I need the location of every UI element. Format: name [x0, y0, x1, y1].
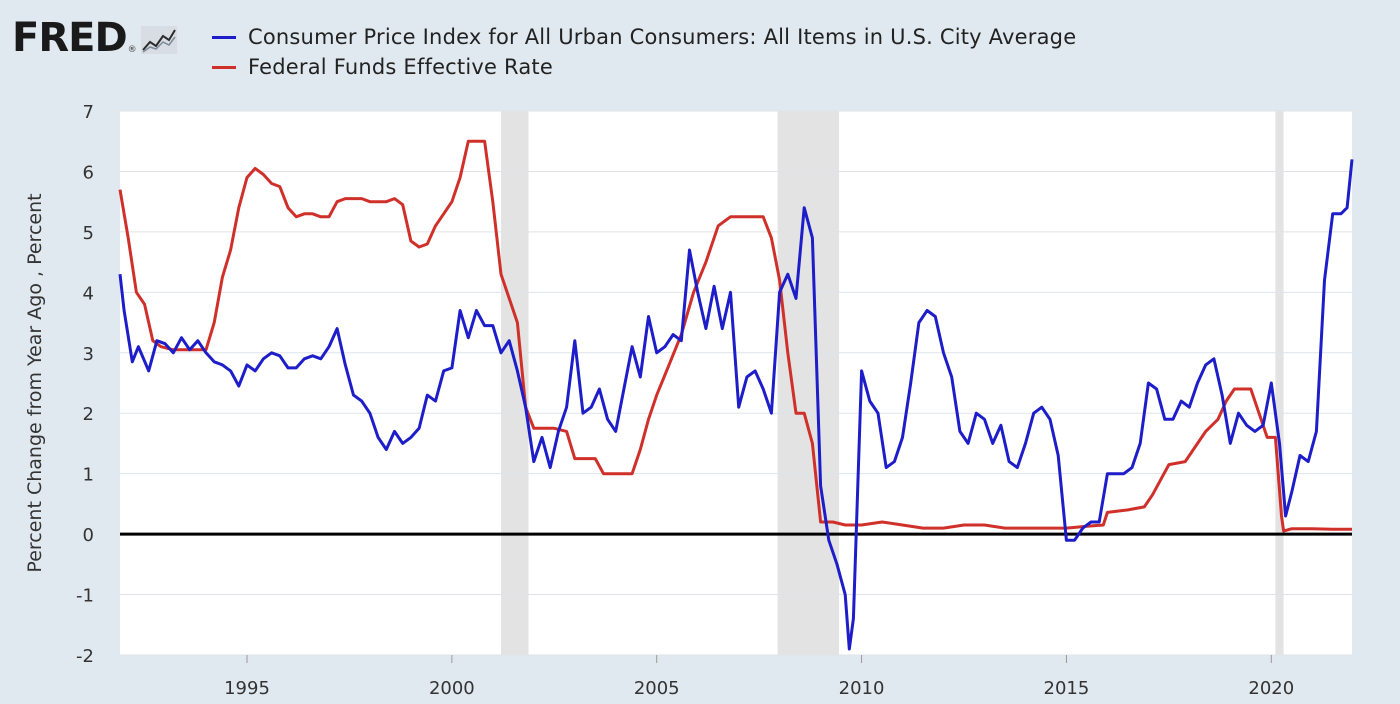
- y-tick-label: 6: [83, 162, 94, 183]
- registered-mark: ®: [127, 45, 137, 55]
- series-line-fed-funds[interactable]: [118, 139, 1352, 533]
- x-tick-label: 2020: [1248, 678, 1294, 699]
- legend-swatch-fed-funds: [212, 65, 236, 69]
- y-tick-label: 0: [83, 525, 94, 546]
- legend-label-cpi: Consumer Price Index for All Urban Consu…: [248, 25, 1077, 49]
- x-tick-label: 2000: [429, 678, 475, 699]
- recession-band-1: [777, 111, 840, 655]
- series-line-cpi[interactable]: [118, 159, 1354, 651]
- y-tick-label: 4: [83, 283, 94, 304]
- y-tick-label: 5: [83, 223, 94, 244]
- legend-label-fed-funds: Federal Funds Effective Rate: [248, 55, 553, 79]
- line-graph-icon: [140, 26, 177, 54]
- fred-logo[interactable]: FRED ®: [12, 18, 177, 58]
- x-tick-label: 2010: [839, 678, 885, 699]
- y-axis-label: Percent Change from Year Ago , Percent: [24, 193, 46, 572]
- legend-item-cpi[interactable]: Consumer Price Index for All Urban Consu…: [212, 25, 1076, 49]
- y-tick-label: 2: [83, 404, 94, 425]
- y-tick-label: -1: [76, 586, 94, 607]
- recession-band-2: [1275, 111, 1284, 655]
- x-tick-label: 2005: [634, 678, 680, 699]
- x-tick-label: 2015: [1044, 678, 1090, 699]
- x-tick-label: 1995: [224, 678, 270, 699]
- y-tick-label: 7: [83, 102, 94, 123]
- logo-text: FRED: [12, 15, 128, 61]
- y-tick-label: -2: [76, 646, 94, 667]
- y-tick-label: 1: [83, 465, 94, 486]
- legend-swatch-cpi: [212, 35, 236, 39]
- y-tick-label: 3: [83, 344, 94, 365]
- chart-header: FRED ® Consumer Price Index for All Urba…: [0, 0, 1400, 96]
- legend-item-fed-funds[interactable]: Federal Funds Effective Rate: [212, 55, 553, 79]
